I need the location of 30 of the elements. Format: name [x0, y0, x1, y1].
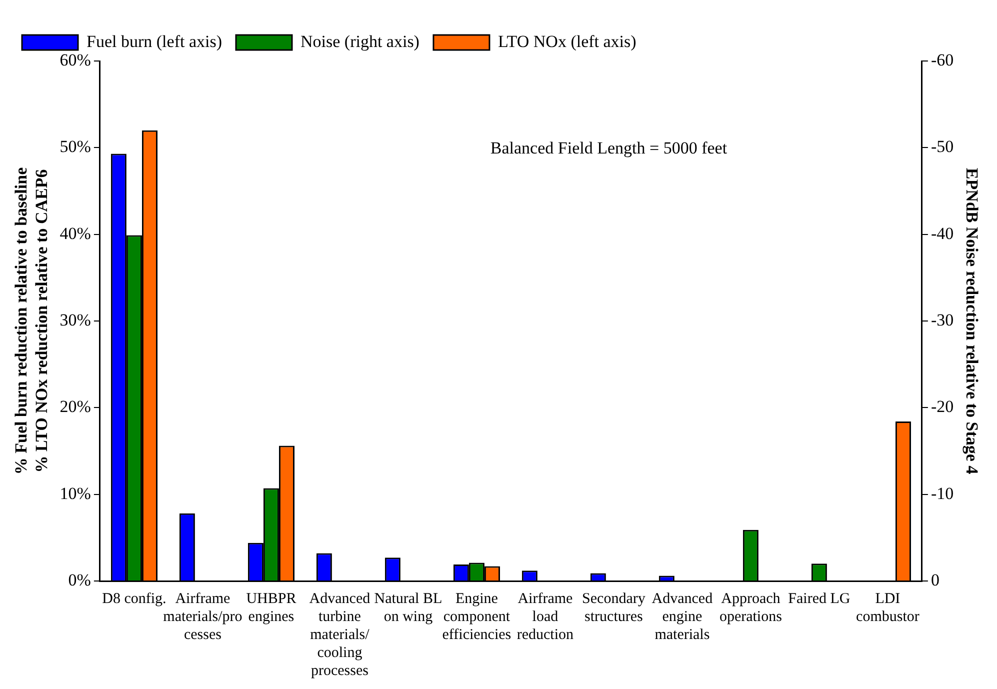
y2-tick-label: -50 [930, 137, 954, 156]
y-tick-label: 30% [60, 310, 91, 330]
y2-tick-label: -40 [930, 224, 954, 243]
x-tick-label: Approach operations [719, 590, 782, 625]
y-tick-label: 10% [60, 484, 91, 503]
x-tick-label: Secondary structures [582, 590, 646, 625]
y2-tick-label: -60 [930, 50, 954, 70]
x-tick-label: Advanced engine materials [652, 590, 714, 643]
x-tick-label: Advanced turbine materials/ cooling processes [309, 590, 371, 679]
legend-label: Noise (right axis) [300, 32, 420, 51]
annotation: Balanced Field Length = 5000 feet [490, 138, 728, 158]
legend-label: Fuel burn (left axis) [86, 32, 222, 51]
y2-tick-label: -20 [930, 397, 954, 416]
y2-tick-label: -30 [930, 310, 954, 330]
y-tick-label: 0% [68, 570, 91, 590]
y2-tick-label: 0 [930, 570, 940, 590]
y-tick-label: 50% [60, 137, 91, 156]
y-tick-label: 40% [60, 224, 91, 243]
x-tick-label: Airframe load reduction [516, 590, 574, 643]
y-tick-label: 20% [60, 397, 91, 416]
x-tick-label: Engine component efficiencies [442, 590, 512, 643]
y2-axis-title: EPNdB Noise reduction relative to Stage 4 [962, 168, 982, 475]
y-tick-label: 60% [60, 50, 91, 70]
legend-label: LTO NOx (left axis) [498, 32, 636, 51]
x-tick-label: UHBPR engines [246, 590, 296, 625]
y2-tick-label: -10 [930, 484, 954, 503]
x-tick-label: D8 config. [102, 590, 166, 607]
x-tick-label: LDI combustor [856, 590, 920, 625]
x-tick-label: Faired LG [788, 590, 850, 607]
y-axis-title: % Fuel burn reduction relative to baseline % LTO NOx reduction relative to CAEP6 [12, 166, 51, 475]
